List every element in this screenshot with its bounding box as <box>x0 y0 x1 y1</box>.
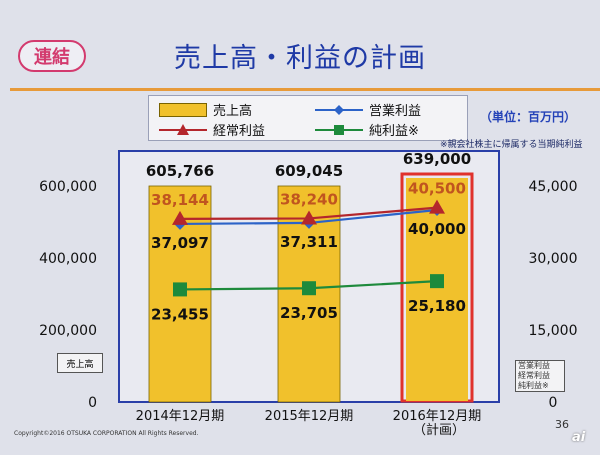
x-tick-label: 2014年12月期 <box>136 409 225 424</box>
footnote: ※親会社株主に帰属する当期純利益 <box>440 140 583 150</box>
operating-value-label: 37,311 <box>280 233 338 251</box>
net-value-label: 25,180 <box>408 297 466 315</box>
left-tick-label: 600,000 <box>39 179 97 195</box>
right-tick-label: 15,000 <box>529 323 578 339</box>
unit-note: （単位：百万円） <box>480 110 577 124</box>
right-axis-label: 営業利益 経常利益 純利益※ <box>515 360 565 392</box>
legend-item-ordinary: 経常利益 <box>159 120 265 139</box>
legend-item-net: 純利益※ <box>315 120 419 139</box>
x-tick-label: 2015年12月期 <box>265 409 354 424</box>
triangle-marker <box>172 210 188 225</box>
bar-value-label: 605,766 <box>146 162 214 180</box>
ordinary-value-label: 38,240 <box>280 190 338 208</box>
bar-swatch-icon <box>159 102 207 117</box>
bar-value-label: 639,000 <box>403 150 471 168</box>
triangle-line-icon <box>159 123 207 135</box>
left-axis-label: 売上高 <box>57 353 103 373</box>
square-marker <box>173 282 187 297</box>
ordinary-value-label: 38,144 <box>151 191 209 209</box>
operating-value-label: 40,000 <box>408 220 466 238</box>
legend-label-ordinary: 経常利益 <box>213 124 266 139</box>
page-title: 売上高・利益の計画 <box>174 43 426 74</box>
right-tick-label: 0 <box>549 395 558 411</box>
right-axis-label-line: 営業利益 <box>518 361 550 370</box>
legend-item-operating: 営業利益 <box>315 100 421 119</box>
square-marker <box>302 281 316 296</box>
legend-label-operating: 営業利益 <box>369 104 422 119</box>
right-axis-label-line: 経常利益 <box>518 371 550 380</box>
operating-value-label: 37,097 <box>151 234 209 252</box>
x-tick-note: （計画） <box>413 422 465 438</box>
x-tick-label: 2016年12月期 <box>393 409 482 424</box>
triangle-marker <box>429 199 445 214</box>
copyright: Copyright©2016 OTSUKA CORPORATION All Ri… <box>14 430 199 437</box>
ordinary-value-label: 40,500 <box>408 180 466 198</box>
net-value-label: 23,455 <box>151 305 209 323</box>
chart-legend: 売上高 経常利益 営業利益 純利益※ <box>148 95 468 141</box>
bar-value-label: 609,045 <box>275 162 343 180</box>
left-tick-label: 200,000 <box>39 323 97 339</box>
legend-label-net: 純利益※ <box>369 124 419 139</box>
consolidated-badge: 連結 <box>18 40 86 72</box>
square-marker <box>430 274 444 289</box>
page-number: 36 <box>555 418 569 431</box>
title-divider <box>10 88 600 91</box>
diamond-line-icon <box>315 104 363 115</box>
right-tick-label: 45,000 <box>529 179 578 195</box>
net-value-label: 23,705 <box>280 304 338 322</box>
triangle-marker <box>301 210 317 225</box>
left-tick-label: 400,000 <box>39 251 97 267</box>
left-tick-label: 0 <box>88 395 97 411</box>
site-logo: ai <box>572 430 586 445</box>
square-line-icon <box>315 124 363 135</box>
right-tick-label: 30,000 <box>529 251 578 267</box>
right-axis-label-line: 純利益※ <box>518 381 549 390</box>
legend-label-sales: 売上高 <box>213 104 253 119</box>
legend-item-sales: 売上高 <box>159 100 252 119</box>
